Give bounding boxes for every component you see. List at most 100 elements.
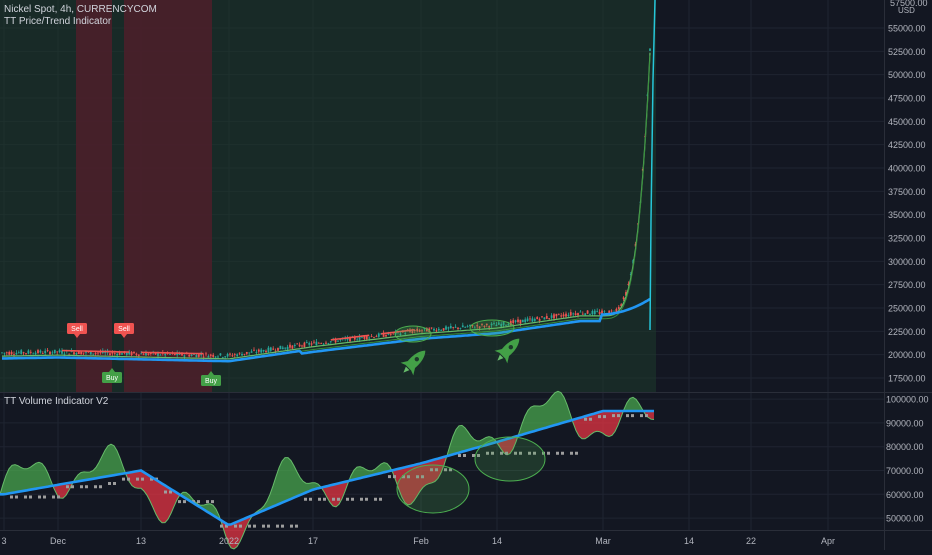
price-tick-1: 52500.00 [888, 47, 926, 57]
vol-fill-187 [561, 392, 564, 424]
vol-fill-189 [567, 404, 570, 422]
vol-fill-27 [81, 471, 84, 481]
vol-fill-108 [324, 486, 327, 498]
candle-body-32 [77, 350, 80, 355]
vol-fill-5 [15, 464, 18, 493]
volume-pane[interactable] [0, 390, 655, 550]
ribbon-bear-1 [141, 351, 204, 355]
vol-fill-28 [84, 471, 87, 481]
candle-body-105 [253, 349, 255, 351]
candle-body-226 [543, 317, 546, 320]
vol-fill-37 [111, 444, 114, 476]
sell-signal-2-pointer [121, 334, 127, 338]
candle-body-57 [137, 354, 140, 356]
candle-body-90 [217, 356, 219, 358]
vol-fill-1 [3, 475, 6, 495]
vol-fill-95 [285, 457, 288, 502]
vol-fill-146 [438, 457, 441, 479]
vol-fill-141 [423, 461, 426, 488]
candle-body-72 [173, 353, 176, 355]
vol-fill-94 [282, 457, 285, 503]
candle-body-46 [111, 352, 114, 354]
vol-fill-119 [357, 466, 360, 479]
vol-fill-133 [399, 467, 402, 498]
highlight-ellipse-1 [394, 325, 432, 343]
price-tick-11: 27500.00 [888, 280, 926, 290]
candle-body-140 [337, 340, 339, 342]
vol-fill-178 [534, 405, 537, 432]
candle-body-150 [361, 337, 363, 339]
candle-body-25 [61, 350, 63, 354]
candle-body-99 [238, 352, 241, 354]
sell-signal-1-label: Sell [71, 326, 83, 333]
vol-fill-55 [165, 485, 168, 523]
vol-fill-194 [582, 416, 585, 439]
candle-body-186 [447, 327, 450, 329]
candle-body-23 [56, 351, 59, 353]
candle-body-153 [368, 337, 371, 339]
vol-fill-216 [648, 411, 651, 420]
candle-body-196 [471, 325, 474, 327]
price-pane[interactable]: Sell Sell Buy Buy [1, 0, 656, 386]
vol-fill-40 [120, 458, 123, 475]
candle-body-141 [339, 339, 342, 341]
candle-body-88 [212, 354, 215, 357]
vol-fill-203 [609, 411, 612, 437]
candle-body-48 [116, 353, 119, 356]
price-tick-10: 30000.00 [888, 257, 926, 267]
candle-body-216 [519, 319, 522, 324]
candle-body-235 [565, 313, 567, 317]
time-tick-6: 14 [492, 536, 502, 546]
candle-body-8 [20, 350, 23, 355]
vol-fill-38 [114, 445, 117, 476]
vol-fill-117 [351, 470, 354, 481]
vol-fill-180 [540, 405, 543, 430]
vol-fill-112 [336, 483, 339, 507]
candle-body-157 [377, 333, 380, 337]
vol-fill-77 [231, 523, 234, 549]
candle-body-91 [219, 353, 222, 356]
candle-body-257 [617, 307, 620, 309]
candle-body-145 [349, 336, 351, 342]
candle-body-41 [99, 352, 102, 353]
candle-body-192 [461, 325, 464, 328]
candle-body-219 [526, 318, 529, 322]
sell-signal-2-bg [114, 323, 134, 334]
price-tick-8: 35000.00 [888, 210, 926, 220]
buy-signal-2-pointer [208, 371, 214, 375]
vol-fill-81 [243, 518, 246, 535]
vol-fill-174 [522, 415, 525, 435]
candle-body-247 [593, 310, 596, 315]
candle-body-30 [73, 352, 75, 355]
sell-signal-2: Sell [114, 323, 134, 338]
price-tick-3: 47500.00 [888, 94, 926, 104]
candle-body-43 [104, 351, 107, 353]
candle-body-82 [197, 354, 200, 357]
candle-body-9 [22, 352, 25, 354]
vol-fill-199 [597, 411, 600, 432]
vol-fill-51 [153, 477, 156, 515]
price-axis-top-label: 57500.00 [890, 0, 928, 8]
candle-body-221 [531, 318, 534, 322]
vol-fill-19 [57, 484, 60, 498]
vol-fill-29 [87, 471, 90, 480]
candle-body-122 [293, 344, 296, 347]
rocket-icon-1-fin-right [411, 366, 416, 376]
vol-fill-47 [141, 470, 144, 492]
candle-body-262 [629, 274, 632, 275]
price-tick-2: 50000.00 [888, 70, 926, 80]
candle-body-233 [560, 315, 563, 317]
vol-fill-75 [225, 522, 228, 543]
candle-body-201 [483, 325, 486, 327]
candle-body-70 [169, 354, 171, 355]
candle-body-116 [279, 345, 282, 350]
candle-body-129 [310, 343, 313, 345]
candle-body-19 [46, 350, 49, 351]
candle-body-15 [37, 350, 39, 354]
candle-body-84 [202, 356, 205, 358]
sell-signal-1-bg [67, 323, 87, 334]
candle-body-181 [435, 330, 438, 332]
candle-body-95 [229, 353, 231, 355]
candle-body-47 [113, 353, 116, 354]
